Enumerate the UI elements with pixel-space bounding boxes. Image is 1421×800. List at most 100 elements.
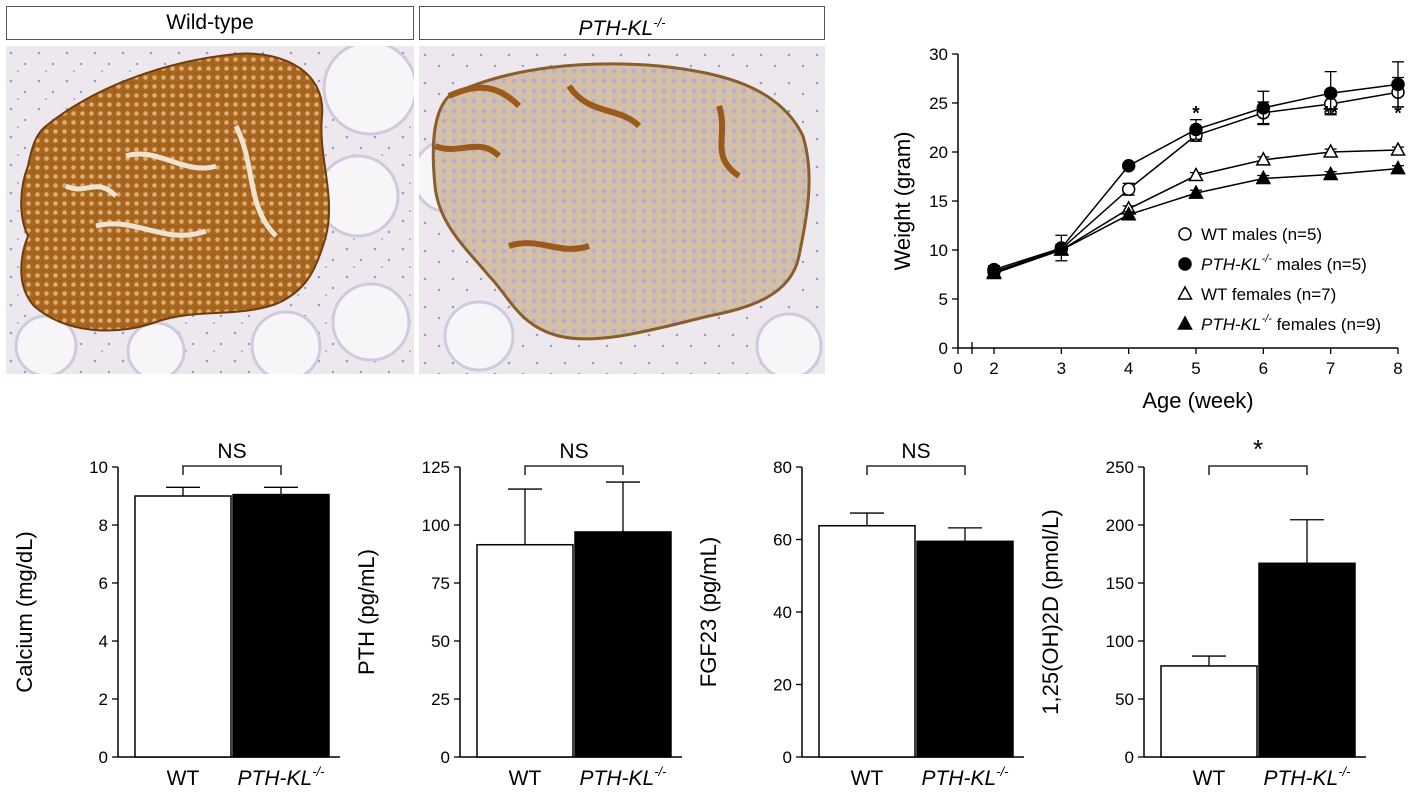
data-point [1121,158,1136,173]
significance-bracket: NS [866,440,966,475]
data-point [1390,160,1406,175]
x-tick-label: 0 [953,359,962,378]
y-axis-label: Weight (gram) [890,132,915,271]
bracket-line [1208,465,1308,475]
legend-label: PTH-KL-/- males (n=5) [1201,253,1367,274]
data-point [1188,184,1204,199]
series-4 [986,160,1406,280]
data-point [1256,101,1271,115]
y-tick-label: 80 [773,458,792,477]
y-tick-label: 8 [99,516,108,535]
data-point [1255,169,1272,185]
bar [1258,562,1356,758]
y-tick-label: 10 [89,458,108,477]
y-tick-label: 15 [929,192,948,211]
significance-label: NS [901,440,930,463]
legend-item: PTH-KL-/- females (n=9) [1177,313,1381,334]
category-label: WT [509,767,542,790]
series-2 [987,61,1405,277]
y-tick-label: 75 [431,574,450,593]
data-point [1391,77,1405,92]
y-axis-label: 1,25(OH)2D (pmol/L) [1038,509,1063,714]
panel-label-knockout-text: PTH-KL [578,17,654,40]
category-label: WT [167,767,200,790]
y-tick-label: 10 [929,241,948,260]
y-tick-label: 20 [929,143,948,162]
significance-marker: * [1394,104,1402,125]
panel-label-wild-type: Wild-type [6,6,414,40]
fgf23-bar-chart: 0 20 40 60 80 FGF23 (pg/mL) WT PTH-KL-/- NS [696,440,1024,790]
y-tick-label: 25 [929,94,948,113]
significance-bracket: * [1208,440,1308,475]
data-point [986,264,1002,280]
bar [134,495,232,758]
legend-marker [1177,315,1193,330]
y-tick-label: 100 [422,516,450,535]
y-tick-label: 0 [441,748,450,767]
significance-label: NS [217,440,246,463]
x-tick-label: 5 [1191,359,1200,378]
legend-marker [1178,227,1192,241]
data-point [1120,206,1137,221]
significance-bracket: NS [524,440,624,475]
bar [476,543,574,758]
bracket-line [182,465,282,475]
data-point [1323,86,1338,100]
significance-label: * [1253,440,1263,464]
bar-chart-axes: 0 2 4 6 8 10 Calcium (mg/dL) [12,458,340,767]
calcium-bar-chart: 0 2 4 6 8 10 Calcium (mg/dL) WT PTH-KL-/- NS [12,440,340,790]
y-tick-label: 30 [929,45,948,64]
weight-line-chart: 0 5 10 15 20 25 30 0 2 3 4 5 6 7 8 Age (week) Weight (gr… [890,45,1406,413]
legend-item: WT females (n=7) [1177,285,1336,304]
x-axis-label: Age (week) [1142,388,1253,413]
x-tick-label: 6 [1259,359,1268,378]
significance-label: NS [559,440,588,463]
data-point [1322,165,1339,181]
y-tick-label: 150 [1106,574,1134,593]
panel-label-knockout-superscript: -/- [653,15,666,30]
legend: WT males (n=5) PTH-KL-/- males (n=5) WT fe… [1177,225,1381,334]
legend-label: PTH-KL-/- females (n=9) [1201,313,1381,334]
y-tick-label: 100 [1106,632,1134,651]
category-label: PTH-KL-/- [1264,764,1352,790]
legend-item: PTH-KL-/- males (n=5) [1178,253,1367,274]
data-point [1189,122,1203,137]
y-tick-label: 5 [939,290,948,309]
data-point [1390,141,1406,156]
category-label: WT [1193,767,1226,790]
category-label: PTH-KL-/- [238,764,326,790]
x-tick-label: 2 [989,359,998,378]
bar [574,531,672,758]
y-tick-label: 2 [99,690,108,709]
bar [818,524,916,758]
y-tick-label: 4 [99,632,108,651]
y-axis-label: PTH (pg/mL) [354,549,379,675]
panel-label-knockout: PTH-KL-/- [419,6,825,40]
legend-marker [1177,285,1193,300]
y-tick-label: 125 [422,458,450,477]
data-point [1322,143,1339,158]
line-chart-axes: 0 5 10 15 20 25 30 0 2 3 4 5 6 7 8 Age (week) Weight (gr… [890,45,1403,413]
bracket-line [524,465,624,475]
bar [916,540,1014,758]
y-tick-label: 0 [1125,748,1134,767]
bar [232,493,330,758]
y-tick-label: 60 [773,531,792,550]
x-tick-label: 3 [1057,359,1066,378]
y-tick-label: 6 [99,574,108,593]
category-label: PTH-KL-/- [580,764,668,790]
significance-marker: * [1192,104,1200,125]
micrograph-knockout [419,46,825,374]
significance-marker: * [1260,104,1268,125]
bracket-line [866,465,966,475]
micrograph-wild-type [6,46,414,374]
y-tick-label: 250 [1106,458,1134,477]
y-tick-label: 200 [1106,516,1134,535]
y-tick-label: 20 [773,676,792,695]
legend-label: WT males (n=5) [1201,225,1322,244]
y-tick-label: 50 [1115,690,1134,709]
data-point [1121,182,1136,196]
y-tick-label: 50 [431,632,450,651]
y-tick-label: 0 [99,748,108,767]
legend-item: WT males (n=5) [1178,225,1322,244]
